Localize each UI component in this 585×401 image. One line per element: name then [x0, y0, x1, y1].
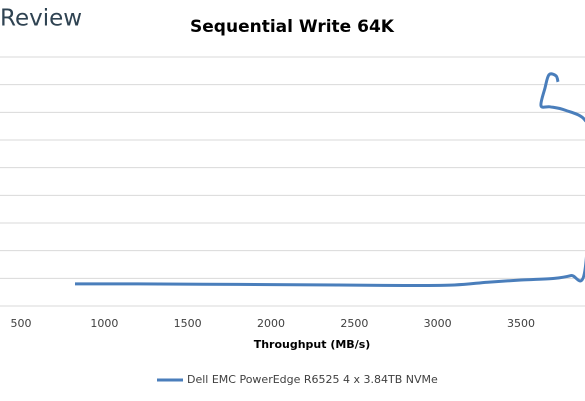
x-tick-label: 2000	[257, 317, 285, 330]
x-tick-label: 1500	[174, 317, 202, 330]
x-axis-label: Throughput (MB/s)	[254, 338, 371, 351]
logo: Review	[0, 6, 82, 32]
legend-label: Dell EMC PowerEdge R6525 4 x 3.84TB NVMe	[187, 373, 438, 386]
x-tick-label: 3500	[507, 317, 535, 330]
x-tick-label: 1000	[90, 317, 118, 330]
x-tick-label: 3000	[424, 317, 452, 330]
plot-area	[74, 72, 585, 288]
x-tick-label: 500	[11, 317, 32, 330]
x-tick-label: 2500	[340, 317, 368, 330]
grid	[0, 56, 585, 307]
chart-title: Sequential Write 64K	[190, 17, 395, 37]
data-line	[74, 72, 585, 288]
